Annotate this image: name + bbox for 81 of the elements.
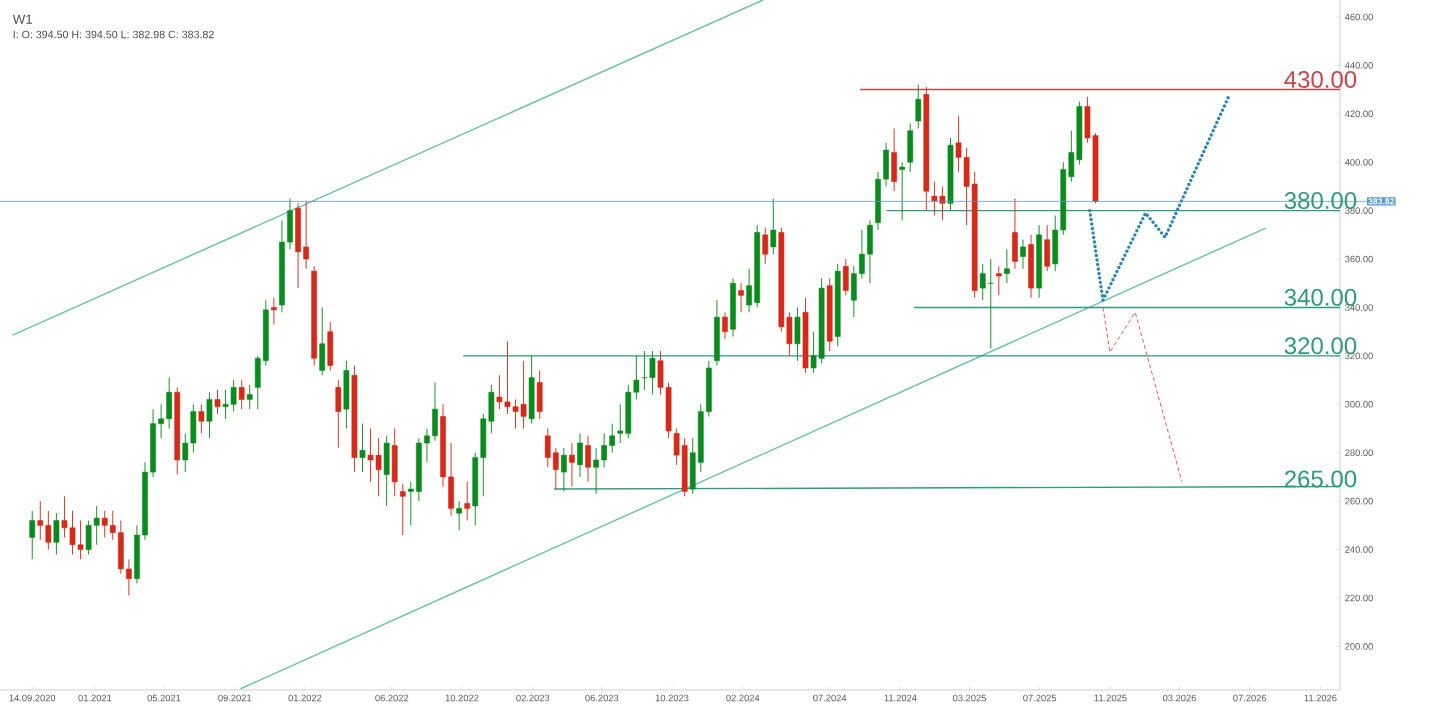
x-tick-label: 11.2026: [1304, 694, 1337, 702]
annotation: 340.00: [1284, 288, 1357, 306]
candlestick: [101, 510, 108, 538]
x-tick-label: 07.2026: [1233, 694, 1267, 702]
candlestick: [617, 403, 624, 444]
candlestick: [722, 311, 728, 340]
x-tick-label: 06.2022: [375, 694, 409, 702]
x-tick-label: 05.2021: [147, 694, 181, 702]
candlestick: [53, 512, 60, 555]
candlestick: [246, 384, 253, 410]
candlestick: [649, 350, 656, 396]
candlestick: [399, 483, 406, 536]
y-tick-label: 420.00: [1344, 110, 1373, 118]
candlestick: [762, 227, 769, 265]
candlestick: [552, 447, 559, 490]
candlestick: [1004, 248, 1010, 284]
candlestick: [1020, 239, 1026, 270]
candlestick: [238, 379, 245, 410]
candlestick: [569, 442, 575, 488]
x-tick-label: 02.2024: [726, 694, 760, 702]
candlestick: [609, 423, 616, 454]
candlestick: [424, 428, 430, 463]
candlestick: [464, 481, 471, 521]
candlestick: [206, 391, 213, 439]
candlestick: [770, 198, 777, 255]
x-tick-label: 11.2025: [1094, 694, 1127, 702]
candlestick: [915, 84, 922, 129]
candlestick: [738, 282, 744, 313]
y-tick-label: 400.00: [1344, 158, 1373, 166]
x-tick-label: 10.2023: [655, 694, 689, 702]
candlestick: [198, 403, 205, 434]
x-tick-label: 10.2022: [445, 694, 479, 702]
ref-line-label: 383.82: [1368, 198, 1395, 205]
x-tick-label: 14.09.2020: [9, 694, 56, 702]
annotation: 380.00: [1284, 192, 1357, 210]
candlestick: [593, 447, 599, 495]
annotation: I: O: 394.50 H: 394.50 L: 382.98 C: 383.82: [13, 30, 214, 39]
y-tick-label: 280.00: [1345, 449, 1373, 457]
annotation: 430.00: [1284, 70, 1357, 88]
y-tick-label: 260.00: [1345, 497, 1373, 505]
x-tick-label: 01.2021: [78, 694, 112, 702]
candlestick: [544, 428, 551, 468]
candlestick: [158, 403, 164, 439]
line-series: [1102, 306, 1183, 482]
candlestick: [585, 435, 591, 483]
x-tick-label: 07.2024: [813, 694, 847, 702]
y-tick-label: 460.00: [1344, 13, 1373, 21]
y-tick-label: 380.00: [1345, 207, 1373, 214]
candlestick: [456, 500, 462, 531]
candlestick: [746, 268, 752, 313]
x-tick-label: 09.2021: [218, 694, 252, 702]
candlestick: [407, 481, 414, 526]
candlestick: [979, 263, 986, 301]
text: W1: [12, 14, 33, 24]
candlestick: [899, 161, 906, 221]
y-tick-label: 340.00: [1345, 304, 1373, 311]
candlestick: [561, 447, 567, 492]
x-tick-label: 07.2025: [1023, 694, 1057, 702]
x-tick-label: 03.2025: [952, 694, 986, 702]
candlestick: [303, 200, 309, 270]
y-tick-label: 200.00: [1345, 643, 1373, 650]
x-tick-label: 01.2022: [288, 694, 322, 702]
candlestick: [214, 389, 221, 415]
candlestick: [995, 265, 1002, 296]
candlestick: [126, 558, 132, 597]
y-tick-label: 240.00: [1345, 546, 1373, 553]
x-tick-label: 03.2026: [1162, 694, 1196, 702]
x-tick-label: 06.2023: [585, 694, 619, 702]
y-tick-label: 220.00: [1345, 594, 1373, 602]
y-tick-label: 440.00: [1344, 62, 1373, 69]
y-tick-label: 360.00: [1345, 255, 1373, 263]
candlestick: [577, 432, 583, 478]
y-tick-label: 300.00: [1345, 401, 1373, 408]
candlestick: [859, 229, 865, 279]
x-tick-label: 02.2023: [516, 694, 550, 702]
candlestick: [271, 297, 277, 325]
candlestick: [601, 432, 607, 468]
candlestick: [359, 423, 366, 473]
x-tick-label: 11.2024: [884, 694, 917, 702]
candlestick: [109, 510, 116, 541]
candlestick: [29, 510, 36, 560]
